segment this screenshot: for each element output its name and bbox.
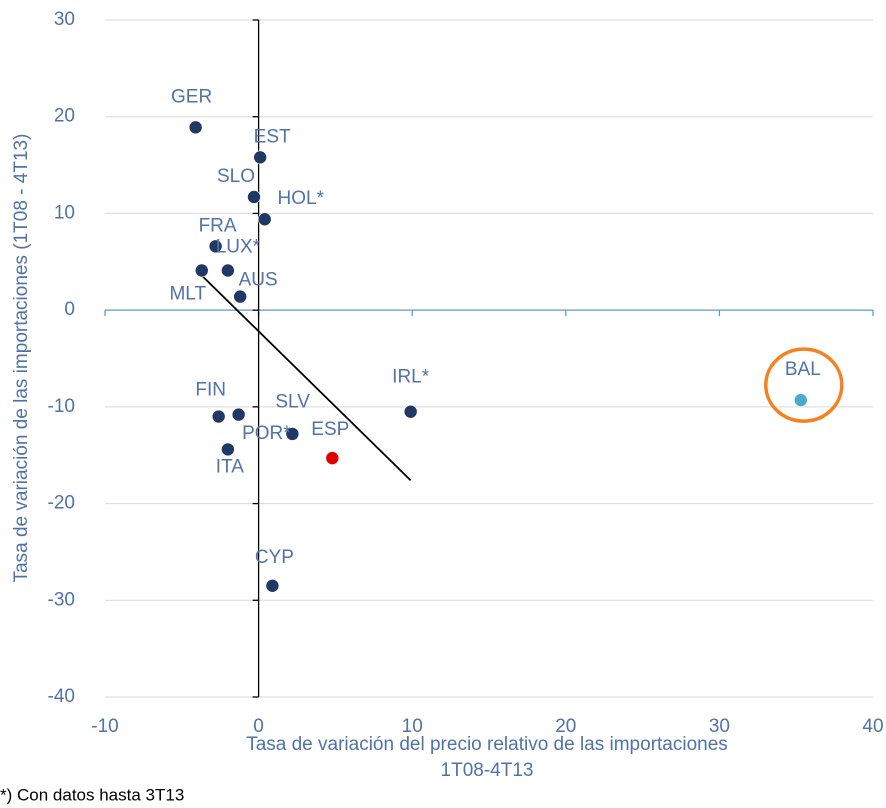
- point: [794, 393, 808, 407]
- y-tick-label: -30: [48, 589, 75, 610]
- point: [194, 263, 209, 278]
- y-tick-label: 0: [64, 299, 75, 320]
- y-tick-label: 30: [54, 9, 75, 30]
- point: [231, 407, 246, 422]
- point: [285, 427, 300, 441]
- point-label: BAL: [785, 359, 821, 380]
- trend-line: [194, 268, 412, 482]
- x-tick-label: 20: [555, 716, 576, 737]
- point-label: ESP: [311, 419, 349, 440]
- point-label: CYP: [255, 547, 294, 568]
- x-tick-label: 30: [709, 716, 730, 737]
- point-label: HOL*: [278, 188, 325, 209]
- x-tick-label: 40: [862, 716, 883, 737]
- point: [233, 289, 247, 304]
- y-tick-label: -10: [48, 396, 75, 417]
- point-label: SLO: [217, 166, 255, 187]
- point-label: EST: [254, 126, 291, 147]
- point-label: FRA: [199, 215, 237, 236]
- point-label: MLT: [169, 284, 206, 305]
- point-label: SLV: [275, 392, 310, 413]
- x-tick-label: -10: [91, 716, 118, 737]
- point: [247, 190, 261, 204]
- point-label: GER: [171, 86, 212, 107]
- x-tick-label: 10: [402, 716, 423, 737]
- point-label: ITA: [216, 456, 244, 477]
- y-axis-title: Tasa de variación de las importaciones (…: [11, 134, 32, 583]
- x-axis-title: 1T08-4T13: [441, 760, 534, 781]
- point: [211, 409, 226, 424]
- y-tick-label: 20: [54, 106, 75, 127]
- point: [265, 578, 280, 593]
- point-label: LUX*: [216, 237, 261, 258]
- footnote: *) Con datos hasta 3T13: [0, 785, 184, 804]
- x-axis-title: Tasa de variación del precio relativo de…: [246, 734, 728, 755]
- point: [253, 150, 267, 165]
- highlight-circle: [764, 347, 844, 423]
- point-label: AUS: [239, 270, 278, 291]
- point: [257, 212, 272, 227]
- point-label: FIN: [195, 380, 226, 401]
- point: [221, 442, 235, 457]
- point: [208, 239, 223, 254]
- point: [325, 451, 340, 465]
- point-label: POR*: [242, 423, 291, 444]
- x-tick-label: 0: [253, 716, 264, 737]
- point: [221, 263, 235, 278]
- y-tick-label: 10: [54, 202, 75, 223]
- point-label: IRL*: [392, 367, 430, 388]
- point: [403, 404, 418, 419]
- y-tick-label: -20: [48, 493, 75, 514]
- y-tick-label: -40: [48, 686, 75, 707]
- point: [188, 120, 203, 135]
